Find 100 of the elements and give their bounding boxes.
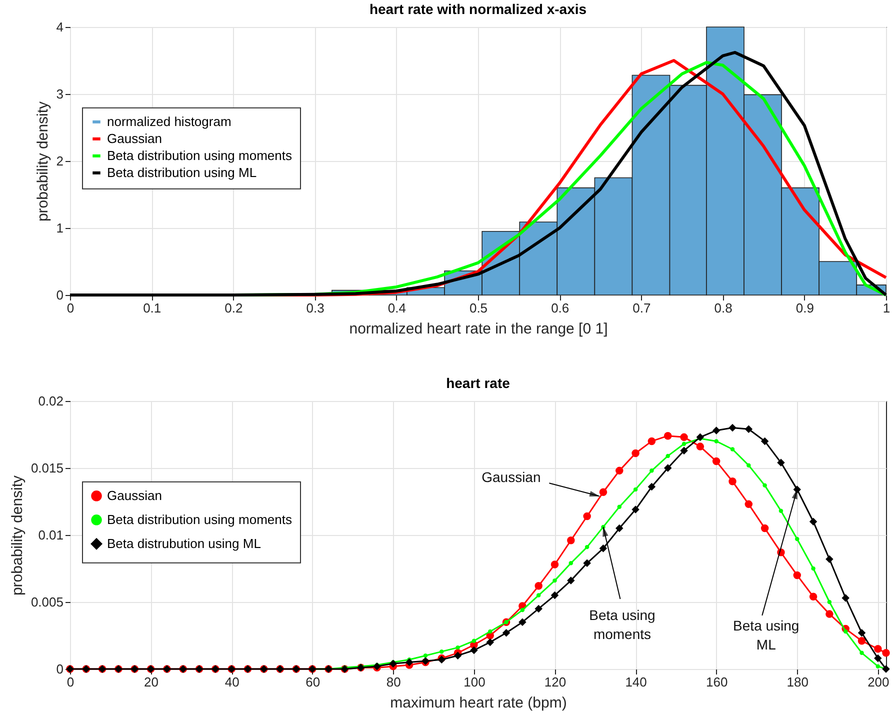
point xyxy=(809,592,818,601)
point xyxy=(860,650,864,656)
legend-label: normalized histogram xyxy=(107,114,232,129)
x-tick-label: 1 xyxy=(882,300,890,316)
annotation: Beta using moments xyxy=(589,606,656,642)
y-tick-label: 0 xyxy=(56,288,64,302)
point xyxy=(712,426,720,434)
point xyxy=(858,636,866,645)
point xyxy=(518,618,526,626)
point xyxy=(696,442,704,450)
point xyxy=(486,638,494,646)
point xyxy=(811,566,816,571)
chart-title: heart rate xyxy=(446,375,510,391)
x-tick-label: 0.8 xyxy=(714,300,732,316)
point xyxy=(423,653,428,658)
point xyxy=(858,628,866,637)
point xyxy=(536,593,541,598)
y-tick-label: 4 xyxy=(56,20,64,34)
point xyxy=(714,439,718,444)
point xyxy=(793,571,801,580)
point xyxy=(534,604,542,613)
point xyxy=(440,649,444,654)
x-tick-label: 160 xyxy=(706,674,728,690)
legend-label: Gaussian xyxy=(107,488,162,503)
point xyxy=(648,482,656,491)
point xyxy=(680,446,688,454)
y-tick-label: 2 xyxy=(56,154,64,168)
x-tick-label: 0.2 xyxy=(224,300,243,316)
point xyxy=(712,457,720,466)
point xyxy=(826,610,834,618)
point xyxy=(520,608,525,612)
point xyxy=(567,536,575,544)
x-axis-title: maximum heart rate (bpm) xyxy=(390,694,567,712)
x-tick-label: 0.1 xyxy=(143,300,162,316)
y-tick-label: 1 xyxy=(56,220,64,236)
x-tick-label: 0.3 xyxy=(306,300,324,316)
point xyxy=(568,561,574,566)
point xyxy=(744,425,753,434)
point xyxy=(760,524,769,532)
point xyxy=(550,560,559,568)
point xyxy=(842,594,850,602)
annotation: Gaussian xyxy=(482,469,541,486)
x-tick-label: 180 xyxy=(786,674,808,690)
point xyxy=(616,466,624,475)
point xyxy=(552,578,557,583)
point xyxy=(456,645,460,650)
point xyxy=(454,652,462,660)
point xyxy=(632,449,640,458)
legend-label: Beta distrubution using ML xyxy=(107,536,261,551)
point xyxy=(744,500,753,508)
x-tick-label: 80 xyxy=(386,674,401,690)
point xyxy=(488,629,492,634)
point xyxy=(680,433,688,442)
x-axis-title: normalized heart rate in the range [0 1] xyxy=(349,320,608,338)
point xyxy=(599,488,608,496)
y-axis-title: probability density xyxy=(8,474,26,596)
point xyxy=(617,504,622,509)
y-axis-title: probability density xyxy=(34,100,52,222)
x-tick-label: 0.6 xyxy=(551,300,570,316)
legend-label: Gaussian xyxy=(107,130,162,146)
point xyxy=(809,518,818,526)
point xyxy=(389,660,398,668)
chart-title: heart rate with normalized x-axis xyxy=(369,1,587,17)
x-tick-label: 0.4 xyxy=(388,300,406,316)
point xyxy=(874,654,882,662)
x-tick-label: 0.5 xyxy=(469,300,488,316)
point xyxy=(632,506,640,514)
point xyxy=(405,658,414,666)
point xyxy=(664,432,672,440)
point xyxy=(843,629,848,634)
point xyxy=(664,464,672,472)
x-tick-label: 140 xyxy=(625,674,647,690)
x-tick-label: 200 xyxy=(868,674,890,690)
point xyxy=(534,582,542,590)
x-tick-label: 0.7 xyxy=(632,300,651,316)
point xyxy=(599,544,608,552)
legend-label: Beta distribution using ML xyxy=(107,164,257,180)
point xyxy=(777,458,785,467)
point xyxy=(472,638,476,643)
y-tick-label: 3 xyxy=(56,86,64,102)
point xyxy=(682,442,686,446)
point xyxy=(760,437,769,446)
y-tick-label: 0.015 xyxy=(30,460,64,476)
point xyxy=(648,437,656,446)
y-tick-label: 0.01 xyxy=(38,528,64,542)
y-tick-label: 0.005 xyxy=(30,594,64,610)
legend-label: Beta distribution using moments xyxy=(107,512,292,527)
y-tick-label: 0.02 xyxy=(38,394,64,408)
point xyxy=(882,649,890,657)
x-tick-label: 0 xyxy=(66,300,74,316)
x-tick-label: 0 xyxy=(66,674,74,690)
point xyxy=(502,628,510,637)
point xyxy=(826,555,834,563)
y-tick-label: 0 xyxy=(56,662,64,676)
point xyxy=(633,487,638,492)
point xyxy=(746,463,751,468)
point xyxy=(567,576,575,584)
x-tick-label: 120 xyxy=(544,674,566,690)
point xyxy=(874,645,882,653)
point xyxy=(583,512,591,520)
